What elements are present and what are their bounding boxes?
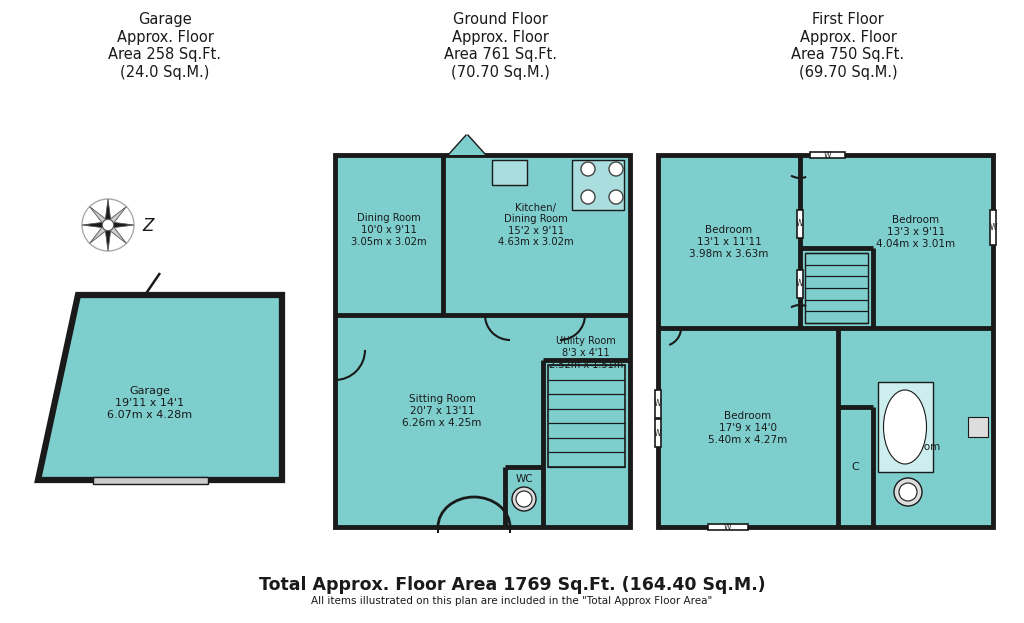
Polygon shape xyxy=(108,225,126,244)
Text: W: W xyxy=(724,523,732,531)
Bar xyxy=(492,160,527,185)
Text: C: C xyxy=(851,462,859,472)
Circle shape xyxy=(581,162,595,176)
Circle shape xyxy=(609,190,623,204)
Polygon shape xyxy=(38,295,282,480)
Text: Bedroom
17'9 x 14'0
5.40m x 4.27m: Bedroom 17'9 x 14'0 5.40m x 4.27m xyxy=(709,411,787,445)
Polygon shape xyxy=(449,135,485,155)
Polygon shape xyxy=(108,222,134,227)
Bar xyxy=(805,253,868,323)
Bar xyxy=(655,390,662,418)
Text: First Floor
Approx. Floor
Area 750 Sq.Ft.
(69.70 Sq.M.): First Floor Approx. Floor Area 750 Sq.Ft… xyxy=(792,12,904,80)
Bar xyxy=(990,210,996,245)
Circle shape xyxy=(894,478,922,506)
Bar xyxy=(878,382,933,472)
Bar xyxy=(708,524,748,530)
Circle shape xyxy=(581,190,595,204)
Text: Z: Z xyxy=(142,217,154,235)
Text: W: W xyxy=(654,399,662,409)
Bar xyxy=(797,210,803,238)
Text: Dining Room
10'0 x 9'11
3.05m x 3.02m: Dining Room 10'0 x 9'11 3.05m x 3.02m xyxy=(351,214,427,247)
Circle shape xyxy=(609,162,623,176)
Text: Total Approx. Floor Area 1769 Sq.Ft. (164.40 Sq.M.): Total Approx. Floor Area 1769 Sq.Ft. (16… xyxy=(259,576,765,594)
Bar xyxy=(93,477,208,484)
Text: W: W xyxy=(797,219,804,229)
Bar xyxy=(968,417,988,437)
Polygon shape xyxy=(90,207,108,225)
Bar xyxy=(810,152,845,158)
Circle shape xyxy=(516,491,532,507)
Text: Bedroom
13'1 x 11'11
3.98m x 3.63m: Bedroom 13'1 x 11'11 3.98m x 3.63m xyxy=(689,226,769,259)
Text: Ground Floor
Approx. Floor
Area 761 Sq.Ft.
(70.70 Sq.M.): Ground Floor Approx. Floor Area 761 Sq.F… xyxy=(443,12,556,80)
Polygon shape xyxy=(105,225,111,251)
Text: W: W xyxy=(823,151,831,159)
Bar xyxy=(572,160,624,210)
Text: Kitchen/
Dining Room
15'2 x 9'11
4.63m x 3.02m: Kitchen/ Dining Room 15'2 x 9'11 4.63m x… xyxy=(499,202,573,247)
Text: W: W xyxy=(654,429,662,437)
Text: Bedroom
13'3 x 9'11
4.04m x 3.01m: Bedroom 13'3 x 9'11 4.04m x 3.01m xyxy=(877,216,955,249)
Polygon shape xyxy=(108,207,126,225)
Bar xyxy=(548,365,625,467)
Bar xyxy=(658,155,993,527)
Bar xyxy=(655,419,662,447)
Bar xyxy=(797,270,803,298)
Text: Sitting Room
20'7 x 13'11
6.26m x 4.25m: Sitting Room 20'7 x 13'11 6.26m x 4.25m xyxy=(402,394,481,427)
Text: WC: WC xyxy=(515,474,532,484)
Circle shape xyxy=(899,483,918,501)
Bar xyxy=(335,155,630,527)
Text: Garage
Approx. Floor
Area 258 Sq.Ft.
(24.0 Sq.M.): Garage Approx. Floor Area 258 Sq.Ft. (24… xyxy=(109,12,221,80)
Polygon shape xyxy=(82,222,108,227)
Circle shape xyxy=(102,219,114,231)
Text: All items illustrated on this plan are included in the "Total Approx Floor Area": All items illustrated on this plan are i… xyxy=(311,596,713,606)
Ellipse shape xyxy=(884,390,927,464)
Text: W: W xyxy=(989,223,996,232)
Text: Bathroom: Bathroom xyxy=(890,442,941,452)
Text: W: W xyxy=(797,280,804,288)
Circle shape xyxy=(512,487,536,511)
Polygon shape xyxy=(90,225,108,244)
Polygon shape xyxy=(105,199,111,225)
Text: Utility Room
8'3 x 4'11
2.52m x 1.51m: Utility Room 8'3 x 4'11 2.52m x 1.51m xyxy=(549,336,624,369)
Text: Garage
19'11 x 14'1
6.07m x 4.28m: Garage 19'11 x 14'1 6.07m x 4.28m xyxy=(108,386,193,420)
